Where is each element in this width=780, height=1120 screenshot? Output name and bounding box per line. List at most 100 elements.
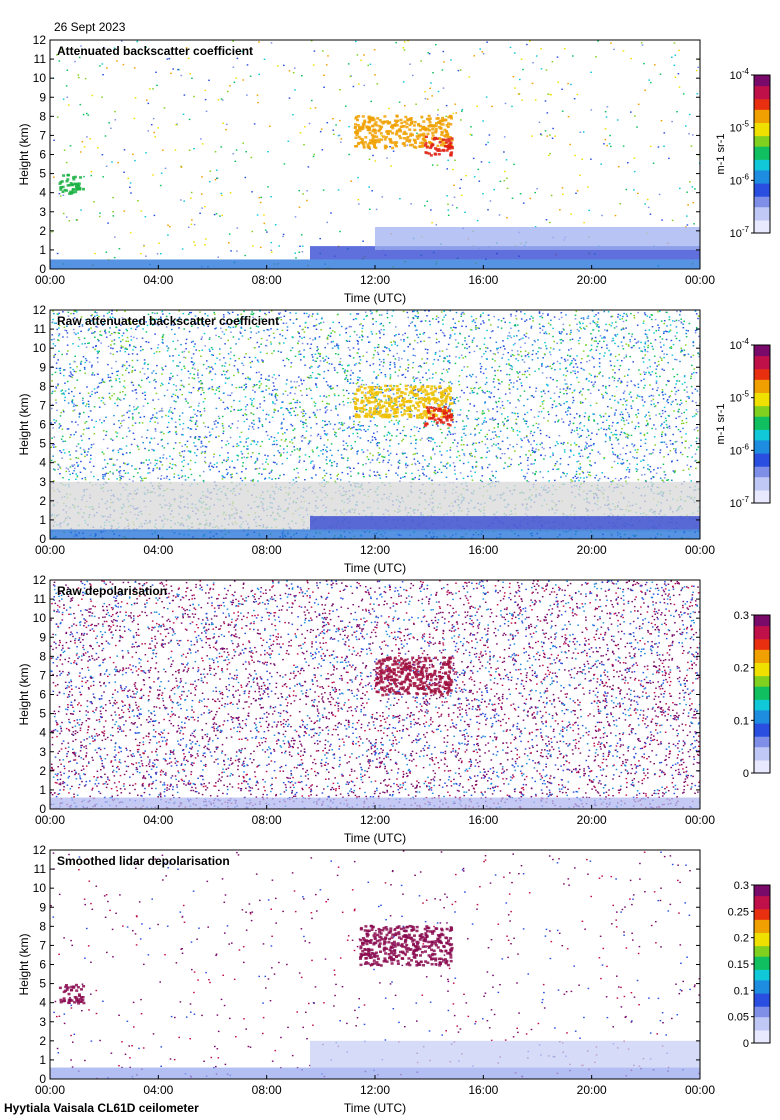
x-tick-label: 00:00 bbox=[685, 543, 715, 557]
x-tick-label: 20:00 bbox=[577, 543, 607, 557]
y-tick-label: 1 bbox=[39, 1053, 46, 1067]
colorbar-tick-label: 0.1 bbox=[734, 715, 749, 727]
x-tick-label: 08:00 bbox=[252, 813, 282, 827]
date-label: 26 Sept 2023 bbox=[54, 20, 126, 34]
x-tick-label: 16:00 bbox=[468, 1083, 498, 1097]
colorbar: 0 0.05 0.1 0.15 0.2 0.25 0.3 bbox=[728, 880, 771, 1050]
panel-4-plot-area bbox=[50, 850, 700, 1079]
colorbar-tick-label: 0.3 bbox=[734, 610, 749, 622]
x-tick-label: 04:00 bbox=[143, 543, 173, 557]
colorbar-tick-label: 10-5 bbox=[730, 390, 750, 405]
y-tick-label: 0 bbox=[39, 802, 46, 816]
y-tick-label: 0 bbox=[39, 262, 46, 276]
y-tick-label: 3 bbox=[39, 475, 46, 489]
colorbar-unit-label: m-1 sr-1 bbox=[715, 134, 727, 175]
y-tick-label: 7 bbox=[39, 398, 46, 412]
x-axis: 00:00 04:00 08:00 12:00 16:00 20:00 00:00 Time … bbox=[35, 1075, 715, 1115]
y-tick-label: 11 bbox=[34, 52, 47, 66]
y-axis-label: Height (km) bbox=[17, 663, 31, 725]
feature-boundary-layer bbox=[50, 259, 700, 269]
x-tick-label: 00:00 bbox=[685, 273, 715, 287]
colorbar-frame bbox=[753, 344, 771, 504]
panel-title: Smoothed lidar depolarisation bbox=[57, 854, 230, 868]
x-tick-label: 12:00 bbox=[360, 273, 390, 287]
x-tick-label: 04:00 bbox=[143, 813, 173, 827]
x-tick-label: 00:00 bbox=[35, 813, 65, 827]
y-tick-label: 1 bbox=[39, 243, 46, 257]
plot-background bbox=[50, 580, 700, 809]
y-tick-label: 12 bbox=[33, 303, 47, 317]
x-tick-label: 20:00 bbox=[577, 273, 607, 287]
x-axis-label: Time (UTC) bbox=[344, 561, 406, 575]
x-axis-label: Time (UTC) bbox=[344, 291, 406, 305]
y-tick-label: 8 bbox=[39, 649, 46, 663]
panel-1-plot-area bbox=[50, 40, 700, 269]
feature-high-cloud bbox=[359, 924, 454, 967]
y-tick-label: 4 bbox=[39, 456, 46, 470]
y-axis-label: Height (km) bbox=[17, 123, 31, 185]
colorbar-tick-label: 0.2 bbox=[734, 663, 749, 675]
colorbar-tick-label: 10-6 bbox=[730, 172, 750, 187]
colorbar: 10-7 10-6 10-5 10-4 m-1 sr-1 bbox=[715, 337, 771, 510]
y-tick-label: 7 bbox=[39, 938, 46, 952]
x-tick-label: 20:00 bbox=[577, 1083, 607, 1097]
x-tick-label: 04:00 bbox=[143, 273, 173, 287]
panel-title: Raw attenuated backscatter coefficient bbox=[57, 314, 279, 328]
colorbar-tick-label: 0.2 bbox=[734, 933, 749, 945]
y-tick-label: 10 bbox=[33, 341, 47, 355]
colorbar-tick-label: 0 bbox=[743, 1038, 749, 1050]
feature-boundary-layer-top bbox=[310, 1040, 700, 1068]
feature-high-cloud bbox=[353, 114, 454, 150]
y-tick-label: 0 bbox=[39, 532, 46, 546]
colorbar-frame bbox=[753, 614, 771, 774]
y-tick-label: 11 bbox=[34, 592, 47, 606]
panel-3-plot-area bbox=[50, 580, 700, 809]
y-tick-label: 4 bbox=[39, 996, 46, 1010]
y-tick-label: 9 bbox=[39, 630, 46, 644]
y-tick-label: 10 bbox=[33, 71, 47, 85]
feature-high-cloud-core bbox=[424, 135, 454, 157]
colorbar-tick-label: 10-6 bbox=[730, 442, 750, 457]
x-tick-label: 16:00 bbox=[468, 543, 498, 557]
x-tick-label: 12:00 bbox=[360, 1083, 390, 1097]
feature-boundary-layer bbox=[50, 1067, 700, 1079]
y-tick-label: 5 bbox=[39, 707, 46, 721]
y-tick-label: 9 bbox=[39, 900, 46, 914]
y-tick-label: 10 bbox=[33, 881, 47, 895]
y-tick-label: 3 bbox=[39, 205, 46, 219]
x-tick-label: 00:00 bbox=[685, 1083, 715, 1097]
y-tick-label: 6 bbox=[39, 418, 46, 432]
x-tick-label: 08:00 bbox=[252, 1083, 282, 1097]
colorbar-tick-label: 0.1 bbox=[734, 985, 749, 997]
y-tick-label: 6 bbox=[39, 958, 46, 972]
x-tick-label: 12:00 bbox=[360, 813, 390, 827]
y-tick-label: 12 bbox=[33, 573, 47, 587]
y-tick-label: 8 bbox=[39, 379, 46, 393]
feature-residual-layer bbox=[375, 227, 700, 250]
feature-boundary-layer-top bbox=[310, 516, 700, 530]
y-tick-label: 4 bbox=[39, 726, 46, 740]
colorbar: 10-7 10-6 10-5 10-4 m-1 sr-1 bbox=[715, 67, 771, 240]
y-tick-label: 2 bbox=[39, 764, 46, 778]
x-axis: 00:00 04:00 08:00 12:00 16:00 20:00 00:00 Time … bbox=[35, 805, 715, 845]
colorbar-tick-label: 0.25 bbox=[728, 906, 749, 918]
colorbar-tick-label: 0.15 bbox=[728, 959, 749, 971]
y-tick-label: 7 bbox=[39, 668, 46, 682]
x-tick-label: 12:00 bbox=[360, 543, 390, 557]
y-tick-label: 2 bbox=[39, 224, 46, 238]
noise-speckle bbox=[50, 580, 700, 809]
feature-mid-cloud bbox=[58, 173, 85, 195]
x-axis-label: Time (UTC) bbox=[344, 831, 406, 845]
y-tick-label: 4 bbox=[39, 186, 46, 200]
x-tick-label: 16:00 bbox=[468, 273, 498, 287]
panel-title: Raw depolarisation bbox=[57, 584, 167, 598]
y-tick-label: 9 bbox=[39, 90, 46, 104]
y-tick-label: 12 bbox=[33, 33, 47, 47]
y-tick-label: 9 bbox=[39, 360, 46, 374]
feature-mid-cloud bbox=[58, 983, 86, 1005]
